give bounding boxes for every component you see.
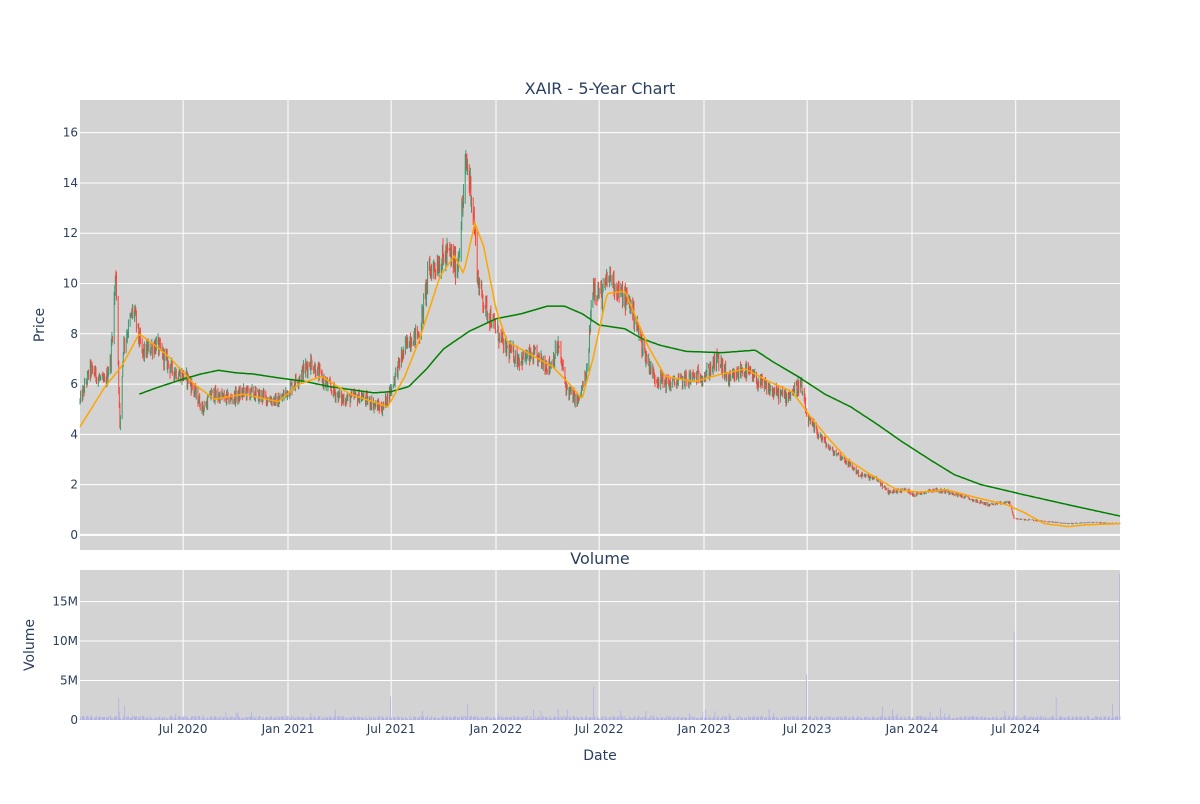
volume-y-tick-label: 0: [70, 713, 78, 727]
volume-y-tick-label: 15M: [52, 595, 78, 609]
date-x-tick-label: Jul 2023: [782, 722, 832, 736]
price-y-tick-label: 10: [63, 277, 78, 291]
date-x-tick-label: Jul 2021: [366, 722, 416, 736]
volume-y-ticks: 0 5M 10M 15M: [52, 595, 78, 727]
price-y-tick-label: 6: [70, 377, 78, 391]
price-y-tick-label: 14: [63, 176, 78, 190]
volume-plot-area: [80, 570, 1120, 720]
volume-axis-title: Volume: [22, 619, 38, 671]
price-y-tick-label: 16: [63, 126, 78, 140]
volume-y-tick-label: 10M: [52, 634, 78, 648]
date-x-tick-label: Jan 2021: [261, 722, 315, 736]
date-x-ticks: Jul 2020 Jan 2021 Jul 2021 Jan 2022 Jul 2022…: [158, 722, 1040, 736]
date-x-tick-label: Jul 2022: [574, 722, 624, 736]
chart-title: XAIR - 5-Year Chart: [525, 79, 676, 98]
price-grid: [80, 100, 1120, 550]
volume-title: Volume: [570, 549, 630, 568]
price-y-tick-label: 4: [70, 427, 78, 441]
volume-y-tick-label: 5M: [60, 674, 78, 688]
price-y-tick-label: 2: [70, 478, 78, 492]
date-x-tick-label: Jan 2024: [885, 722, 939, 736]
moving-averages: [79, 220, 1121, 528]
price-y-tick-label: 8: [70, 327, 78, 341]
ma-short-line: [79, 220, 1120, 528]
price-axis-title: Price: [32, 308, 48, 342]
ma-long-line: [139, 305, 1121, 517]
price-y-tick-label: 0: [70, 528, 78, 542]
date-x-tick-label: Jul 2020: [158, 722, 208, 736]
date-x-tick-label: Jan 2023: [677, 722, 731, 736]
date-x-tick-label: Jan 2022: [469, 722, 523, 736]
date-axis-title: Date: [583, 748, 616, 764]
price-y-ticks: 0 2 4 6 8 10 12 14 16: [63, 126, 78, 542]
volume-grid: [80, 570, 1120, 720]
volume-bars: [79, 573, 1121, 720]
date-x-tick-label: Jul 2024: [990, 722, 1040, 736]
price-y-tick-label: 12: [63, 226, 78, 240]
